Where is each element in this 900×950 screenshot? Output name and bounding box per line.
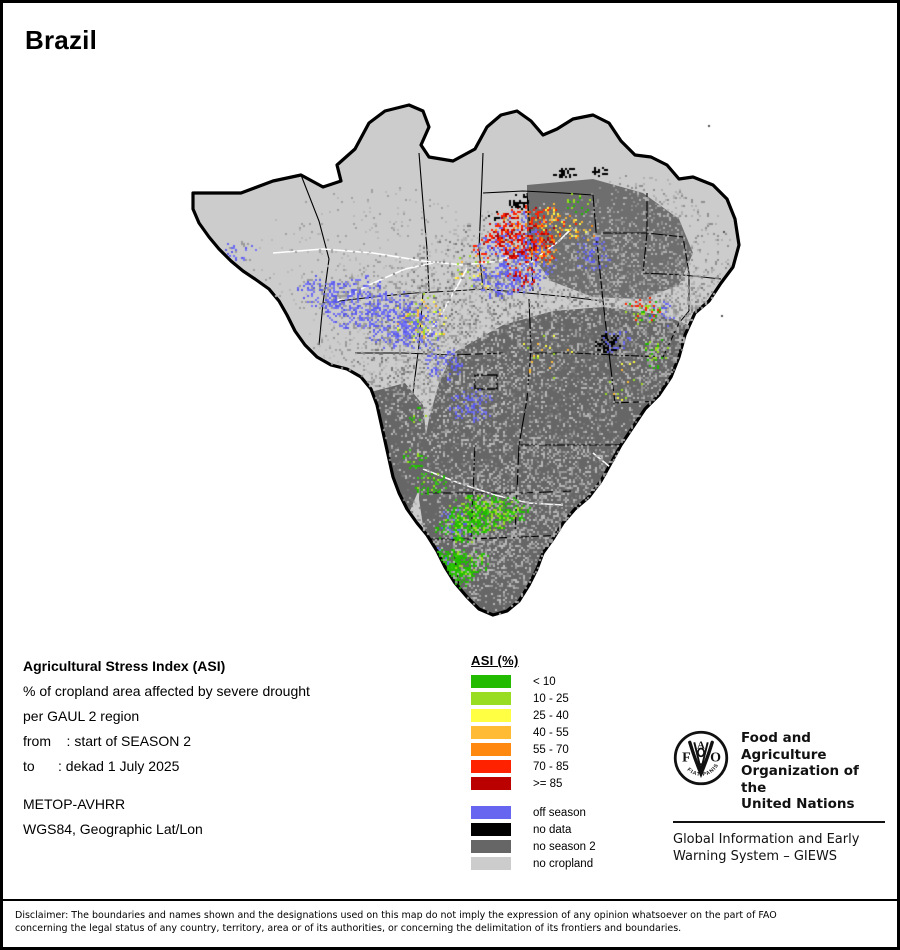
fao-divider	[673, 820, 885, 823]
disclaimer-divider	[3, 899, 897, 901]
legend-title: ASI (%)	[471, 653, 519, 668]
legend-class-label: 40 - 55	[533, 726, 569, 739]
giews-system-name: Global Information and Early Warning Sys…	[673, 831, 888, 865]
info-heading: Agricultural Stress Index (ASI)	[23, 658, 226, 674]
legend-status-row: no data	[471, 821, 661, 838]
legend-class-swatch	[471, 726, 511, 739]
svg-text:F: F	[682, 750, 691, 765]
legend-class-swatch	[471, 743, 511, 756]
legend-class-label: < 10	[533, 675, 556, 688]
legend-class-row: 25 - 40	[471, 707, 661, 724]
legend-spacer	[471, 792, 661, 804]
legend-status-list: off season no data no season 2 no cropland	[471, 804, 661, 872]
fao-organization-name: Food and Agriculture Organization of the…	[741, 730, 888, 813]
legend-class-label: 10 - 25	[533, 692, 569, 705]
legend-status-swatch	[471, 823, 511, 836]
legend-status-label: no cropland	[533, 857, 594, 870]
legend-class-row: >= 85	[471, 775, 661, 792]
svg-text:A: A	[697, 740, 705, 751]
map-info-block: Agricultural Stress Index (ASI) % of cro…	[23, 658, 443, 846]
fao-org-line-2: Organization of the	[741, 763, 859, 796]
info-line-from: from : start of SEASON 2	[23, 733, 192, 749]
legend-status-label: no data	[533, 823, 572, 836]
legend-status-row: no season 2	[471, 838, 661, 855]
giews-line-1: Global Information and Early	[673, 831, 860, 847]
legend-status-label: off season	[533, 806, 586, 819]
legend-class-row: 70 - 85	[471, 758, 661, 775]
legend-class-swatch	[471, 777, 511, 790]
page-title: Brazil	[25, 25, 98, 55]
giews-line-2: Warning System – GIEWS	[673, 848, 838, 864]
fao-header: F A O FIAT PANIS Food and Agriculture Or…	[673, 730, 888, 813]
info-line-to: to : dekad 1 July 2025	[23, 758, 180, 774]
disclaimer-line-1: Disclaimer: The boundaries and names sho…	[15, 910, 777, 921]
legend-status-swatch	[471, 857, 511, 870]
legend-class-swatch	[471, 675, 511, 688]
fao-org-line-1: Food and Agriculture	[741, 730, 827, 763]
info-line-region: per GAUL 2 region	[23, 708, 140, 724]
legend-class-row: 55 - 70	[471, 741, 661, 758]
fao-org-line-3: United Nations	[741, 796, 855, 812]
legend-status-row: off season	[471, 804, 661, 821]
legend-class-label: 25 - 40	[533, 709, 569, 722]
fao-logo-icon: F A O FIAT PANIS	[673, 730, 729, 786]
legend-status-row: no cropland	[471, 855, 661, 872]
legend-status-swatch	[471, 806, 511, 819]
legend-class-swatch	[471, 692, 511, 705]
brazil-asi-map[interactable]	[123, 53, 743, 653]
legend-class-swatch	[471, 709, 511, 722]
legend-class-label: 70 - 85	[533, 760, 569, 773]
asi-legend: ASI (%) < 10 10 - 25 25 - 40 40 - 55 55 - 70…	[471, 653, 661, 872]
legend-class-row: 40 - 55	[471, 724, 661, 741]
info-spacer	[23, 783, 443, 796]
legend-status-swatch	[471, 840, 511, 853]
fao-branding: F A O FIAT PANIS Food and Agriculture Or…	[673, 730, 888, 865]
legend-class-swatch	[471, 760, 511, 773]
legend-class-row: < 10	[471, 673, 661, 690]
disclaimer-text: Disclaimer: The boundaries and names sho…	[15, 909, 885, 935]
legend-class-list: < 10 10 - 25 25 - 40 40 - 55 55 - 70 70 - 85 >…	[471, 673, 661, 792]
info-projection: WGS84, Geographic Lat/Lon	[23, 821, 203, 837]
info-line-description: % of cropland area affected by severe dr…	[23, 683, 310, 699]
asi-pixel-overlay	[123, 53, 743, 653]
legend-status-label: no season 2	[533, 840, 596, 853]
legend-class-label: >= 85	[533, 777, 563, 790]
legend-class-label: 55 - 70	[533, 743, 569, 756]
legend-class-row: 10 - 25	[471, 690, 661, 707]
svg-text:O: O	[710, 750, 721, 765]
info-sensor: METOP-AVHRR	[23, 796, 126, 812]
disclaimer-line-2: concerning the legal status of any count…	[15, 923, 682, 934]
